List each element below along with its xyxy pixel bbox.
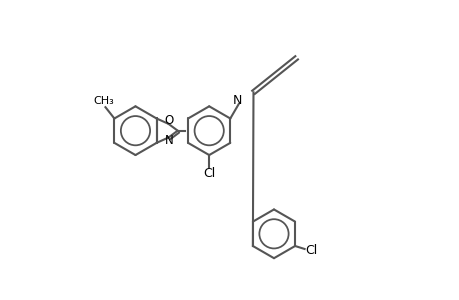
Text: N: N xyxy=(165,134,174,147)
Text: Cl: Cl xyxy=(202,167,215,180)
Text: O: O xyxy=(164,114,174,128)
Text: CH₃: CH₃ xyxy=(93,96,114,106)
Text: N: N xyxy=(232,94,241,107)
Text: Cl: Cl xyxy=(304,244,317,257)
